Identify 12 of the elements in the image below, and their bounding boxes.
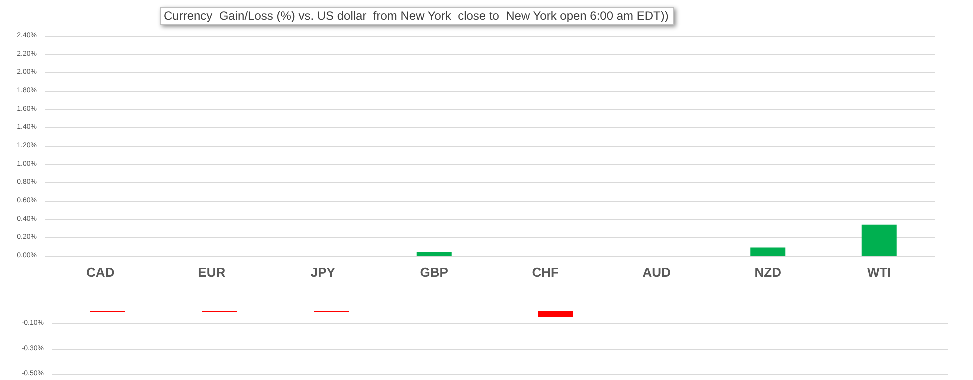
chart-title: Currency Gain/Loss (%) vs. US dollar from New York close to New York open 6:00 am EDT)) xyxy=(164,9,669,23)
bar xyxy=(750,248,786,256)
x-tick-label: AUD xyxy=(642,265,671,280)
x-tick-label: JPY xyxy=(310,265,336,280)
x-tick-label: WTI xyxy=(867,265,892,280)
x-tick-label: GBP xyxy=(420,265,449,280)
x-tick-label: EUR xyxy=(198,265,226,280)
bar xyxy=(416,252,452,256)
x-tick-label: NZD xyxy=(754,265,782,280)
x-tick-label: CAD xyxy=(86,265,115,280)
x-tick-label: CHF xyxy=(532,265,560,280)
bar xyxy=(862,224,897,256)
